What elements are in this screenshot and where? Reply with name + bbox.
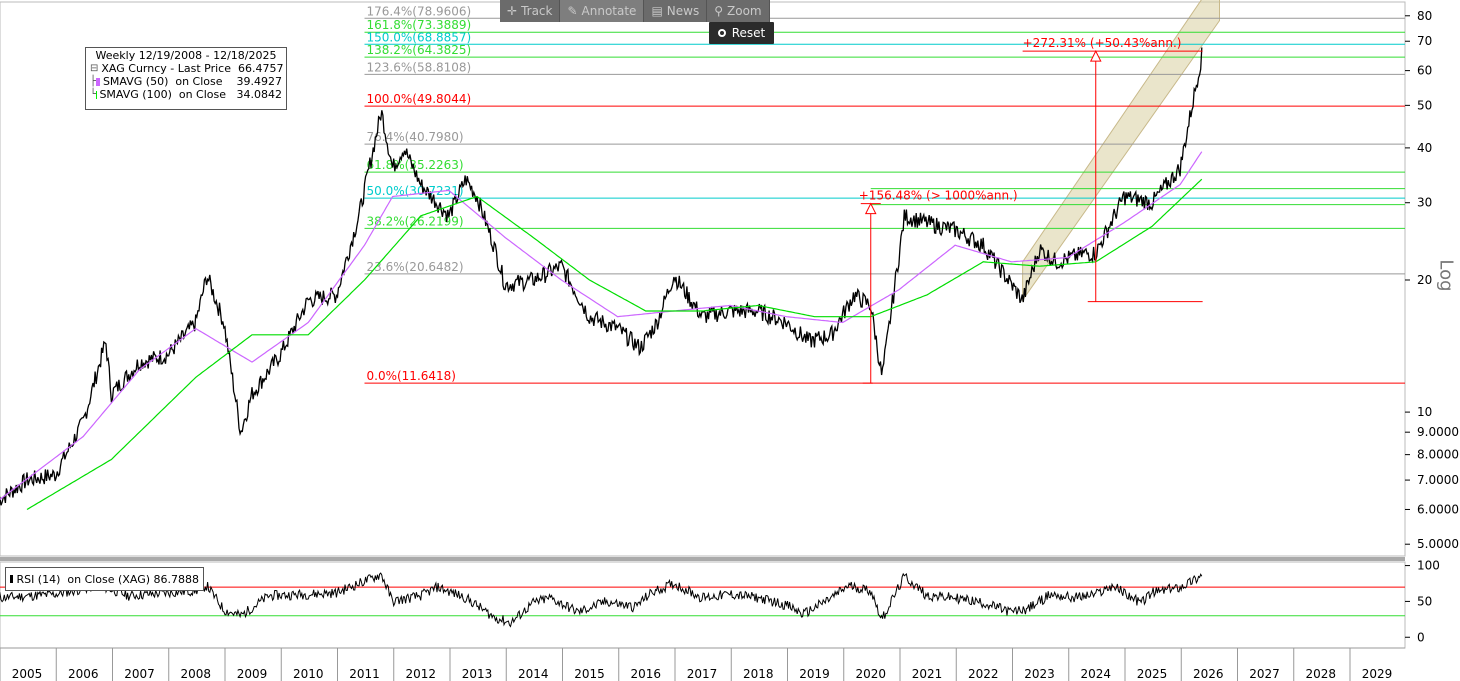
- x-tick-label: 2026: [1193, 667, 1224, 681]
- x-tick-label: 2029: [1362, 667, 1393, 681]
- crosshair-icon: ✛: [507, 4, 518, 18]
- y-tick-label: 20: [1417, 273, 1432, 287]
- x-tick-label: 2025: [1137, 667, 1168, 681]
- fib-level-label: 0.0%(11.6418): [367, 369, 456, 383]
- x-tick-label: 2012: [405, 667, 436, 681]
- sma100-series-line: [26, 178, 1203, 511]
- annotate-button[interactable]: ✎ Annotate: [560, 0, 645, 22]
- magnifier-icon: ⚲: [714, 4, 724, 18]
- x-tick-label: 2007: [124, 667, 155, 681]
- gain-arrow-head: [864, 202, 877, 215]
- legend-swatch-sma50: [96, 77, 100, 86]
- x-tick-label: 2028: [1305, 667, 1336, 681]
- chart-toolbar: ✛ Track ✎ Annotate ▤ News ⚲ Zoom: [500, 0, 770, 22]
- trend-channel: [1022, 0, 1220, 302]
- y-tick-label: 40: [1417, 141, 1432, 155]
- legend-swatch-rsi: [10, 575, 14, 583]
- fib-level-label: 100.0%(49.8044): [367, 92, 472, 106]
- news-icon: ▤: [651, 4, 663, 18]
- tree-branch-icon: └: [90, 89, 97, 100]
- y-tick-label: 9.0000: [1417, 425, 1459, 439]
- news-button[interactable]: ▤ News: [644, 0, 708, 22]
- radio-icon: [717, 29, 726, 37]
- x-tick-label: 2006: [68, 667, 99, 681]
- gain-annotation-label: +156.48% (> 1000%ann.): [859, 189, 1018, 203]
- fib-level-label: 138.2%(64.3825): [367, 43, 472, 57]
- x-tick-label: 2019: [799, 667, 830, 681]
- fib-level-label: 50.0%(30.7231): [367, 184, 464, 198]
- reset-button[interactable]: Reset: [709, 22, 774, 44]
- y-tick-label: 10: [1417, 405, 1432, 419]
- legend-row-sma100: └ SMAVG (100) on Close 34.0842: [90, 88, 282, 101]
- sma50-series-line: [0, 151, 1203, 501]
- y-tick-label: 80: [1417, 9, 1432, 23]
- tree-branch-icon: ├: [90, 76, 97, 87]
- y-tick-label: 70: [1417, 34, 1432, 48]
- y-tick-label: 50: [1417, 98, 1432, 112]
- rsi-y-tick-label: 0: [1417, 630, 1425, 644]
- rsi-plot-frame: [0, 561, 1406, 649]
- pane-divider: [0, 557, 1405, 561]
- x-tick-label: 2024: [1080, 667, 1111, 681]
- x-tick-label: 2022: [968, 667, 999, 681]
- y-tick-label: 60: [1417, 64, 1432, 78]
- x-tick-label: 2023: [1024, 667, 1055, 681]
- gain-arrow-head: [1089, 49, 1102, 62]
- legend-row-price: ⊟ XAG Curncy - Last Price 66.4757: [90, 62, 284, 75]
- x-tick-label: 2014: [518, 667, 549, 681]
- gain-annotation-label: +272.31% (+50.43%ann.): [1023, 36, 1182, 50]
- x-tick-label: 2021: [912, 667, 943, 681]
- fib-level-label: 76.4%(40.7980): [367, 130, 464, 144]
- fib-level-label: 150.0%(68.8857): [367, 30, 472, 44]
- fib-level-label: 176.4%(78.9606): [367, 4, 472, 18]
- price-legend: Weekly 12/19/2008 - 12/18/2025 ⊟ XAG Curn…: [85, 47, 287, 110]
- y-tick-label: 6.0000: [1417, 502, 1459, 516]
- fib-level-label: 123.6%(58.8108): [367, 60, 472, 74]
- rsi-legend: RSI (14) on Close (XAG) 86.7888: [5, 567, 204, 591]
- x-tick-label: 2005: [12, 667, 43, 681]
- fib-level-label: 61.8%(35.2263): [367, 158, 464, 172]
- price-series-line: [0, 47, 1203, 506]
- x-tick-label: 2009: [237, 667, 268, 681]
- x-tick-label: 2017: [687, 667, 718, 681]
- legend-title: Weekly 12/19/2008 - 12/18/2025: [95, 49, 277, 62]
- x-tick-label: 2010: [293, 667, 324, 681]
- fib-level-label: 38.2%(26.2199): [367, 214, 464, 228]
- pencil-icon: ✎: [567, 4, 578, 18]
- x-tick-label: 2011: [349, 667, 380, 681]
- y-tick-label: 5.0000: [1417, 537, 1459, 551]
- x-tick-label: 2018: [743, 667, 774, 681]
- x-tick-label: 2008: [180, 667, 211, 681]
- x-tick-label: 2016: [630, 667, 661, 681]
- x-tick-label: 2013: [462, 667, 493, 681]
- log-scale-label: Log: [1435, 259, 1457, 292]
- rsi-y-tick-label: 100: [1417, 559, 1440, 573]
- y-tick-label: 7.0000: [1417, 473, 1459, 487]
- zoom-button[interactable]: ⚲ Zoom: [707, 0, 770, 22]
- rsi-y-tick-label: 50: [1417, 594, 1432, 608]
- x-tick-label: 2027: [1249, 667, 1280, 681]
- fib-level-label: 23.6%(20.6482): [367, 260, 464, 274]
- track-button[interactable]: ✛ Track: [500, 0, 561, 22]
- fib-level-label: 161.8%(73.3889): [367, 18, 472, 32]
- legend-row-sma50: ├ SMAVG (50) on Close 39.4927: [90, 75, 282, 88]
- y-tick-label: 30: [1417, 196, 1432, 210]
- tree-collapse-icon[interactable]: ⊟: [90, 63, 99, 74]
- y-tick-label: 8.0000: [1417, 448, 1459, 462]
- x-tick-label: 2015: [574, 667, 605, 681]
- x-tick-label: 2020: [855, 667, 886, 681]
